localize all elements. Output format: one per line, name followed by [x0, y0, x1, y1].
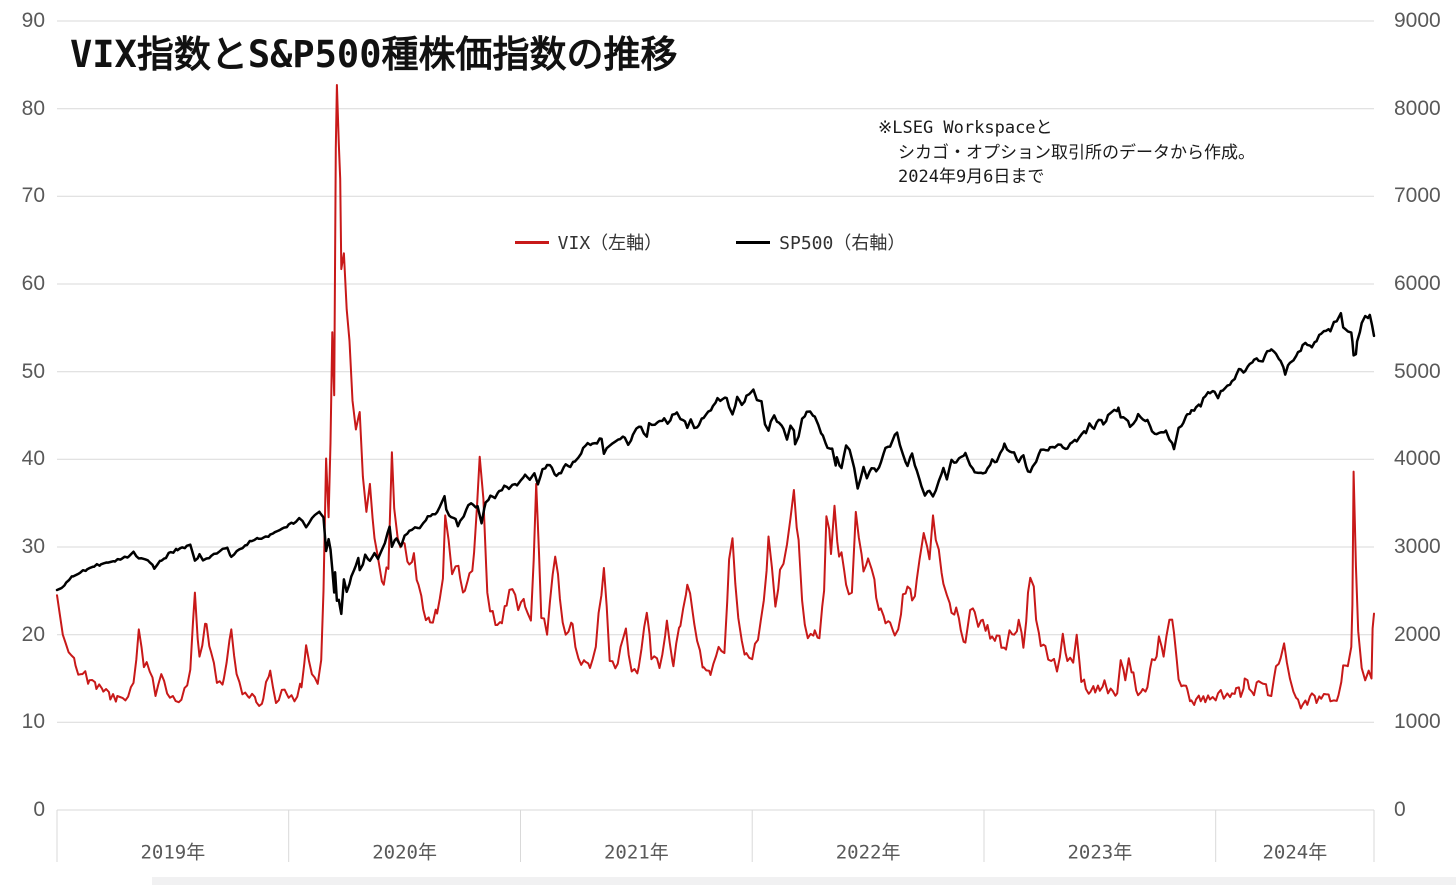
left-axis-tick: 60 [21, 272, 45, 295]
vix-line [56, 84, 1375, 710]
left-axis-tick: 20 [21, 622, 45, 646]
x-axis-year-label: 2024年 [1262, 841, 1328, 864]
left-axis-tick: 50 [21, 359, 45, 383]
chart-title: VIX指数とS&P500種株価指数の推移 [70, 33, 678, 76]
vix-line-swatch [514, 240, 549, 244]
source-note-line: ※LSEG Workspaceと [878, 118, 1053, 138]
x-axis-year-label: 2023年 [1067, 841, 1133, 864]
left-axis-tick: 30 [21, 535, 45, 558]
x-axis-year-label: 2021年 [603, 841, 669, 864]
right-axis-tick: 4000 [1394, 447, 1441, 471]
legend-label-sp500: SP500（右軸） [779, 233, 906, 254]
left-axis-tick: 70 [21, 184, 45, 208]
bottom-edge-strip [152, 877, 1456, 885]
sp500-line [55, 311, 1376, 616]
right-axis-tick: 1000 [1394, 710, 1441, 734]
right-axis-tick: 5000 [1394, 359, 1441, 383]
right-axis-tick: 0 [1394, 798, 1406, 821]
x-axis-year-label: 2020年 [372, 841, 437, 864]
legend: VIX（左軸） SP500（右軸） [0, 229, 1438, 255]
legend-item-sp500: SP500（右軸） [736, 229, 905, 255]
left-axis-tick: 0 [33, 798, 45, 821]
legend-label-vix: VIX（左軸） [557, 233, 663, 254]
source-note: ※LSEG Workspaceとシカゴ・オプション取引所のデータから作成。 202… [878, 116, 1255, 190]
x-axis-year-label: 2019年 [140, 841, 206, 864]
left-axis-tick: 10 [21, 710, 45, 734]
left-axis-tick: 90 [21, 9, 45, 32]
source-note-line: 2024年9月6日まで [898, 167, 1045, 187]
left-axis-tick: 80 [21, 96, 45, 120]
right-axis-tick: 9000 [1394, 9, 1441, 32]
right-axis-tick: 6000 [1394, 272, 1441, 295]
source-note-line: シカゴ・オプション取引所のデータから作成。 [898, 142, 1255, 163]
right-axis-tick: 8000 [1394, 96, 1441, 120]
sp500-line-swatch [736, 240, 771, 244]
left-axis-tick: 40 [21, 447, 45, 471]
right-axis-tick: 7000 [1394, 184, 1441, 208]
right-axis-tick: 3000 [1394, 535, 1441, 558]
right-axis-tick: 2000 [1394, 622, 1441, 646]
x-axis-year-label: 2022年 [835, 841, 901, 864]
legend-item-vix: VIX（左軸） [514, 229, 663, 255]
